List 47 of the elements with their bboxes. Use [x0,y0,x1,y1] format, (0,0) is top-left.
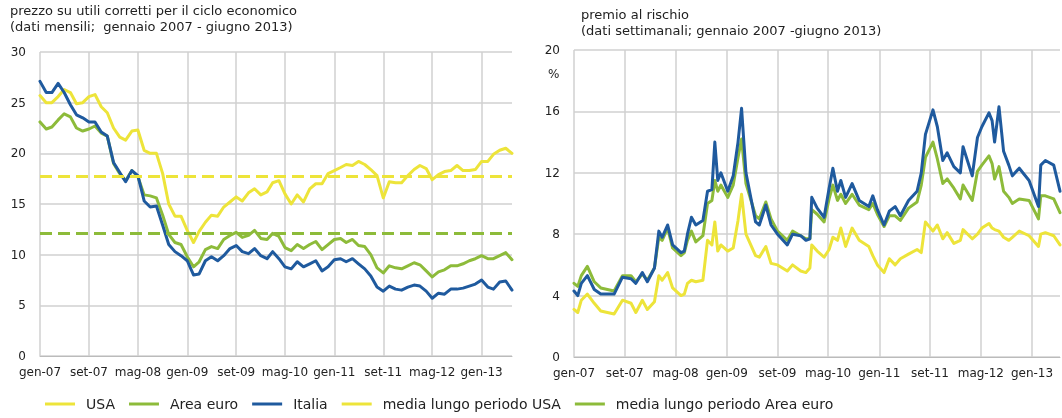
x-tick-label: mag-12 [957,366,1004,380]
legend-label: Italia [293,396,328,412]
x-tick-label: set-07 [605,366,644,380]
y-tick-label: 12 [544,165,560,180]
x-tick-label: set-09 [217,365,256,379]
x-tick-label: set-11 [911,366,950,380]
legend-label: media lungo periodo USA [382,396,562,412]
line-series [38,87,514,245]
chart-subtitle: (dati mensili; gennaio 2007 - giugno 2013) [10,19,293,34]
y-tick-label: 0 [552,350,560,364]
y-tick-label: 15 [10,197,26,211]
x-tick-label: gen-09 [166,365,209,379]
x-tick-label: mag-08 [114,365,162,379]
y-tick-label: 4 [552,288,560,303]
legend-label: USA [86,396,116,412]
x-tick-label: set-09 [758,366,797,380]
y-tick-label: 20 [10,146,26,161]
line-series [572,105,1062,298]
x-tick-label: gen-11 [858,366,901,380]
legend-label: Area euro [169,396,239,412]
y-tick-label: 25 [10,95,26,110]
x-tick-label: mag-10 [804,366,852,380]
y-tick-label: 8 [552,227,560,242]
x-tick-label: gen-07 [552,366,596,380]
x-tick-label: gen-11 [313,365,356,379]
chart-subtitle: (dati settimanali; gennaio 2007 -giugno 2013) [581,23,882,38]
legend-label: media lungo periodo Area euro [615,396,834,412]
chart-title: premio al rischio [581,7,690,22]
y-axis-title: % [548,67,560,81]
y-tick-label: 20 [544,43,560,57]
x-tick-label: mag-10 [261,365,309,379]
line-series [38,79,514,300]
x-tick-label: gen-09 [705,366,748,380]
y-tick-label: 0 [18,349,26,363]
y-tick-label: 30 [10,45,26,59]
x-tick-label: gen-07 [18,365,62,379]
x-tick-label: set-11 [364,365,403,379]
x-tick-label: mag-08 [652,366,699,380]
x-tick-label: gen-13 [460,365,503,379]
x-tick-label: gen-13 [1010,366,1054,380]
x-tick-label: set-07 [69,365,108,379]
y-tick-label: 10 [10,247,26,262]
line-series [572,192,1062,316]
y-tick-label: 16 [544,104,560,119]
x-tick-label: mag-12 [409,365,456,379]
y-tick-label: 5 [18,298,26,313]
chart-title: prezzo su utili corretti per il ciclo economico [10,3,298,18]
